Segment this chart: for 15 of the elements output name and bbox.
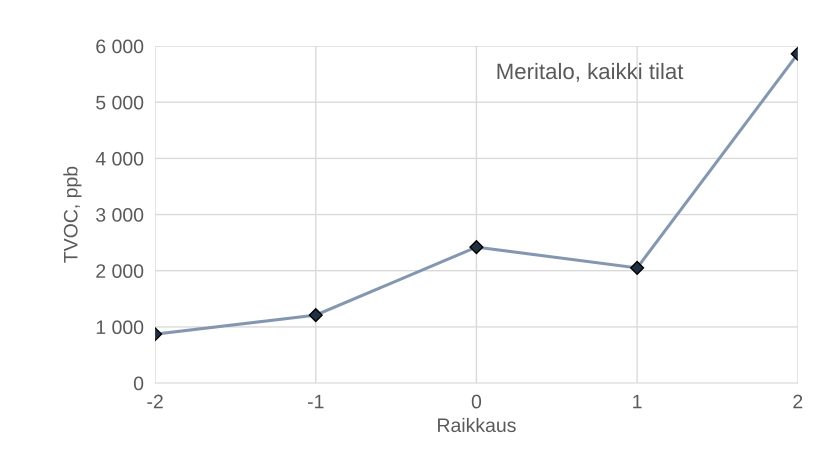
y-tick-label: 3 000 <box>96 208 144 222</box>
y-tick-label: 4 000 <box>96 152 144 166</box>
x-axis-title: Raikkaus <box>438 418 516 432</box>
y-tick-label: 5 000 <box>96 96 144 110</box>
y-tick-label: 6 000 <box>96 40 144 54</box>
y-tick-label: 2 000 <box>96 264 144 278</box>
y-tick-label: 0 <box>134 376 144 390</box>
x-tick-label: -2 <box>147 394 163 408</box>
y-tick-label: 1 000 <box>96 320 144 334</box>
x-tick-label: 0 <box>472 394 482 408</box>
x-tick-label: 2 <box>793 394 802 408</box>
annotation: Meritalo, kaikki tilat <box>498 62 684 82</box>
x-tick-label: -1 <box>308 394 324 408</box>
x-tick-label: 1 <box>633 394 642 408</box>
y-axis-title: TVOC, ppb <box>63 166 82 263</box>
